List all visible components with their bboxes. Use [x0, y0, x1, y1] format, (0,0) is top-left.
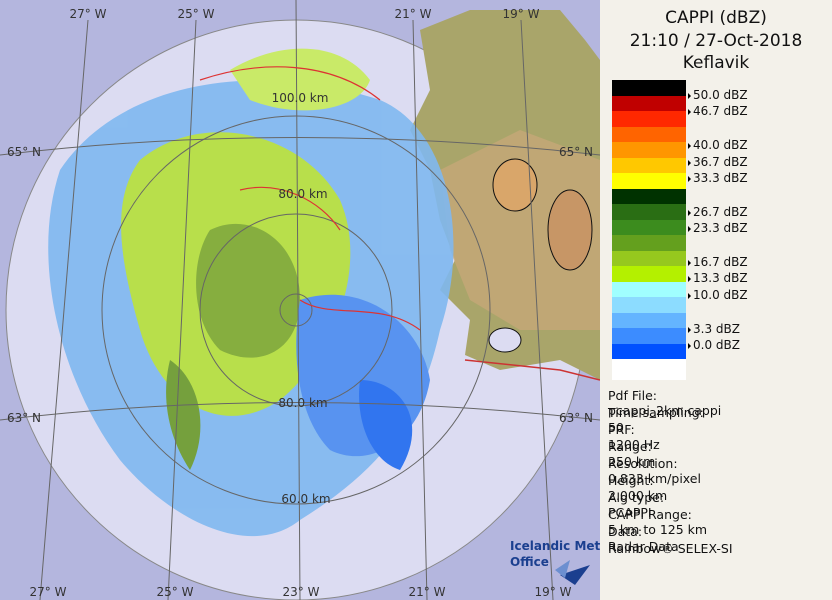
map-label: 21° W	[395, 7, 432, 21]
map-label: 19° W	[535, 585, 572, 599]
map-label: 65° N	[7, 145, 41, 159]
side-panel: CAPPI (dBZ) 21:10 / 27-Oct-2018 Keflavik…	[600, 0, 832, 600]
info-key: CAPPI Range:	[608, 507, 692, 522]
legend-label: 33.3 dBZ	[688, 171, 748, 186]
info-value: 2.000 km	[608, 488, 668, 503]
station: Keflavik	[682, 53, 750, 73]
legend-label: 46.7 dBZ	[688, 104, 748, 119]
map-label: 65° N	[559, 145, 593, 159]
legend-label: 40.0 dBZ	[688, 137, 748, 152]
map-label: 27° W	[70, 7, 107, 21]
info-key: Time sampling:	[608, 405, 704, 420]
logo-text: Office	[510, 555, 549, 569]
legend-label: 36.7 dBZ	[688, 154, 748, 169]
legend-label: 13.3 dBZ	[688, 271, 748, 286]
legend-label: 26.7 dBZ	[688, 204, 748, 219]
info-value: 0.833 km/pixel	[608, 471, 701, 486]
color-swatch	[612, 142, 686, 158]
map-label: 63° N	[559, 411, 593, 425]
time: 21:10 / 27-Oct-2018	[629, 31, 803, 51]
info-value: pcappi_2km.cappi	[608, 403, 722, 418]
color-swatch	[612, 95, 686, 111]
info-key: Data:	[608, 524, 643, 539]
radar-echo	[48, 48, 454, 537]
radar-map: 27° W 25° W 21° W 19° W 27° W 25° W 23° W 21° W…	[0, 0, 600, 600]
info-row: PRF: 1200 Hz	[608, 422, 828, 452]
legend-label: 0.0 dBZ	[688, 338, 740, 353]
map-label: 23° W	[283, 585, 320, 599]
map-label: 19° W	[503, 7, 540, 21]
info-row: CAPPI Range: 5 km to 125 km	[608, 507, 828, 537]
map-label: 25° W	[157, 585, 194, 599]
map-label: 25° W	[178, 7, 215, 21]
info-row: Resolution: 0.833 km/pixel	[608, 456, 828, 486]
color-swatch	[612, 281, 686, 297]
logo-text: Icelandic Met	[510, 539, 600, 553]
map-label: 80.0 km	[278, 187, 327, 201]
info-value: 250 km	[608, 454, 656, 469]
color-swatch	[612, 111, 686, 127]
map-label: 60.0 km	[281, 492, 330, 506]
info-key: Alg type:	[608, 490, 665, 505]
info-value: PCAPPI	[608, 505, 652, 520]
info-key: Resolution:	[608, 456, 678, 471]
info-row: Alg type: PCAPPI	[608, 490, 828, 520]
info-value: Radar Data	[608, 539, 679, 554]
title: CAPPI (dBZ)	[665, 8, 767, 28]
info-row: Pdf File: pcappi_2km.cappi	[608, 388, 828, 418]
info-key: Range:	[608, 439, 652, 454]
color-swatch	[612, 219, 686, 235]
color-swatch	[612, 266, 686, 282]
legend-label: 50.0 dBZ	[688, 87, 748, 102]
color-swatch	[612, 312, 686, 328]
color-swatch	[612, 157, 686, 173]
map-label: 63° N	[7, 411, 41, 425]
legend-label: 23.3 dBZ	[688, 221, 748, 236]
color-swatch	[612, 297, 686, 313]
logo: Icelandic Met Office	[510, 539, 600, 585]
map-label: 80.0 km	[278, 396, 327, 410]
color-swatch	[612, 235, 686, 251]
color-swatch	[612, 359, 686, 380]
info-key: PRF:	[608, 422, 635, 437]
info-key: Pdf File:	[608, 388, 657, 403]
info-value: 5 km to 125 km	[608, 522, 708, 537]
color-scale	[612, 80, 686, 380]
legend-label: 3.3 dBZ	[688, 321, 740, 336]
color-swatch	[612, 80, 686, 96]
color-swatch	[612, 250, 686, 266]
info-row: Height: 2.000 km	[608, 473, 828, 503]
map-label: 27° W	[30, 585, 67, 599]
color-swatch	[612, 343, 686, 359]
info-row: Range: 250 km	[608, 439, 828, 469]
info-value: 50	[608, 420, 624, 435]
map-label: 100.0 km	[272, 91, 329, 105]
color-swatch	[612, 204, 686, 220]
legend-label: 10.0 dBZ	[688, 288, 748, 303]
color-swatch	[612, 173, 686, 189]
color-swatch	[612, 188, 686, 204]
info-row: Data: Radar Data	[608, 524, 828, 554]
info-key: Height:	[608, 473, 654, 488]
info-value: 1200 Hz	[608, 437, 660, 452]
legend-label: 16.7 dBZ	[688, 254, 748, 269]
footer: Rainbow® SELEX-SI	[608, 541, 733, 556]
color-swatch	[612, 328, 686, 344]
map-label: 21° W	[409, 585, 446, 599]
info-row: Time sampling: 50	[608, 405, 828, 435]
color-swatch	[612, 126, 686, 142]
